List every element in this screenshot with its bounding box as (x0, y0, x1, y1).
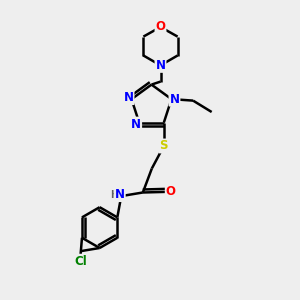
Text: S: S (160, 140, 168, 152)
Text: H: H (111, 190, 119, 200)
Text: N: N (115, 188, 125, 201)
Text: N: N (124, 91, 134, 104)
Text: Cl: Cl (74, 255, 87, 268)
Text: N: N (131, 118, 141, 130)
Text: O: O (166, 185, 176, 198)
Text: O: O (155, 20, 166, 34)
Text: N: N (169, 93, 179, 106)
Text: N: N (155, 59, 166, 72)
